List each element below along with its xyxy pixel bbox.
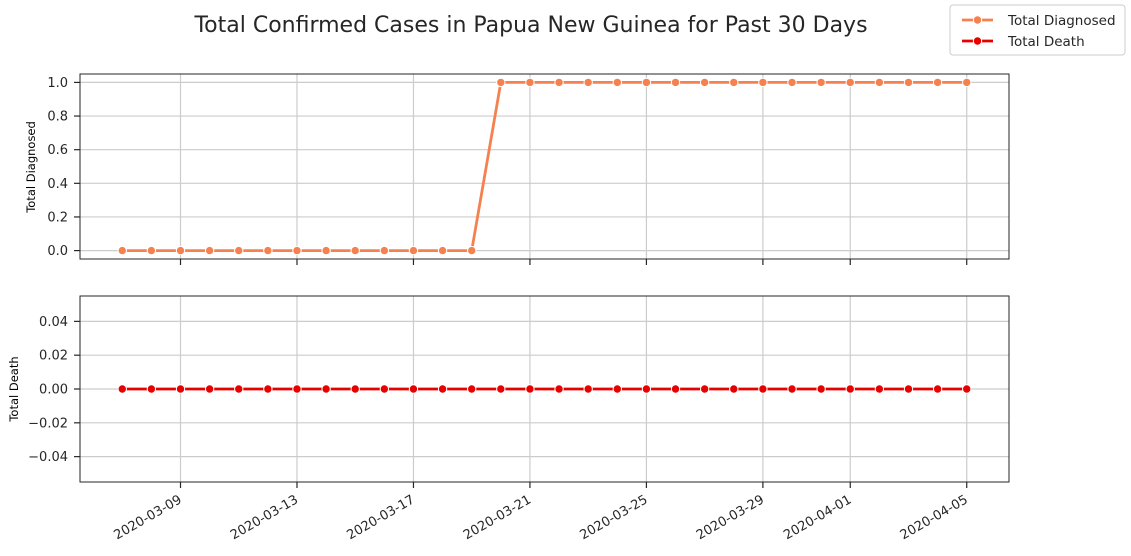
- data-point: [234, 384, 244, 394]
- data-point: [903, 77, 914, 88]
- data-point: [437, 245, 448, 256]
- y-tick-label: 0.6: [47, 143, 68, 158]
- y-tick-label: 0.0: [47, 244, 68, 259]
- data-point: [263, 245, 273, 256]
- x-tick-label: 2020-03-25: [577, 492, 650, 543]
- data-point: [787, 77, 797, 88]
- data-point: [554, 77, 564, 88]
- data-point: [408, 245, 419, 256]
- data-point: [204, 384, 215, 394]
- data-point: [932, 77, 943, 88]
- data-point: [234, 245, 244, 256]
- data-point: [845, 384, 855, 394]
- legend-label: Total Diagnosed: [1007, 13, 1116, 29]
- data-point: [903, 384, 914, 394]
- data-point: [641, 77, 652, 88]
- data-point: [350, 384, 360, 394]
- data-point: [321, 245, 331, 256]
- y-axis-label-top: Total Diagnosed: [24, 121, 38, 214]
- data-point: [874, 77, 885, 88]
- x-tick-labels: 2020-03-09 2020-03-13 2020-03-17 2020-03-21…: [112, 492, 971, 543]
- data-point: [467, 384, 477, 394]
- x-tick-label: 2020-03-13: [228, 492, 301, 543]
- data-point: [437, 384, 448, 394]
- legend-marker: [972, 15, 983, 25]
- data-point: [874, 384, 885, 394]
- data-point: [525, 77, 535, 88]
- legend-label: Total Death: [1007, 34, 1085, 50]
- data-point: [117, 245, 127, 256]
- data-point: [699, 77, 710, 88]
- data-point: [117, 384, 127, 394]
- data-point: [496, 384, 506, 394]
- x-tick-label: 2020-04-05: [898, 492, 971, 543]
- data-point: [670, 77, 681, 88]
- data-point: [612, 384, 622, 394]
- data-point: [554, 384, 564, 394]
- y-tick-label: 0.2: [47, 210, 68, 225]
- series-line: [122, 81, 967, 252]
- data-point: [729, 384, 739, 394]
- data-point: [962, 77, 972, 88]
- data-point: [612, 77, 622, 88]
- data-point: [583, 384, 593, 394]
- data-point: [962, 384, 972, 394]
- x-tick-label: 2020-03-17: [345, 492, 418, 543]
- data-point: [729, 77, 739, 88]
- data-point: [292, 384, 302, 394]
- y-tick-label: −0.02: [28, 416, 68, 431]
- y-tick-label: 0.02: [39, 349, 68, 364]
- data-point: [758, 77, 768, 88]
- y-tick-label: −0.04: [28, 450, 68, 465]
- panel-bottom: −0.04 −0.02 0.00 0.02 0.04 Total Death: [7, 295, 1010, 488]
- data-point: [670, 384, 681, 394]
- data-point: [175, 384, 186, 394]
- data-point: [292, 245, 302, 256]
- legend-marker: [972, 36, 983, 46]
- data-point: [496, 77, 506, 88]
- data-point: [787, 384, 797, 394]
- panel-top: 0.0 0.2 0.4 0.6 0.8 1.0 Total Diagnosed: [24, 73, 1010, 265]
- x-tick-label: 2020-03-21: [461, 492, 534, 543]
- data-point: [379, 245, 390, 256]
- plot-frame-bottom: [79, 295, 1010, 483]
- data-point: [816, 384, 826, 394]
- data-point: [641, 384, 652, 394]
- data-point: [350, 245, 360, 256]
- y-tick-label: 0.4: [47, 177, 68, 192]
- data-point: [146, 384, 157, 394]
- data-point: [321, 384, 331, 394]
- data-point: [845, 77, 855, 88]
- x-tick-label: 2020-03-29: [694, 492, 767, 543]
- data-point: [932, 384, 943, 394]
- y-tick-label: 0.00: [39, 383, 68, 398]
- data-point: [408, 384, 419, 394]
- data-point: [699, 384, 710, 394]
- data-point: [583, 77, 593, 88]
- data-point: [525, 384, 535, 394]
- data-point: [816, 77, 826, 88]
- plot-frame-top: [79, 73, 1010, 260]
- y-tick-label: 0.8: [47, 110, 68, 125]
- y-tick-label: 1.0: [47, 76, 68, 91]
- y-axis-label-bottom: Total Death: [7, 356, 21, 422]
- legend: Total Diagnosed Total Death: [949, 4, 1126, 56]
- data-point: [204, 245, 215, 256]
- data-point: [379, 384, 390, 394]
- legend-box: [949, 4, 1126, 56]
- data-point: [263, 384, 273, 394]
- data-point: [467, 245, 477, 256]
- y-tick-label: 0.04: [39, 315, 68, 330]
- data-point: [175, 245, 186, 256]
- chart-title: Total Confirmed Cases in Papua New Guine…: [193, 13, 867, 38]
- x-tick-label: 2020-03-09: [112, 492, 185, 543]
- data-point: [758, 384, 768, 394]
- x-tick-label: 2020-04-01: [781, 492, 854, 543]
- data-point: [146, 245, 157, 256]
